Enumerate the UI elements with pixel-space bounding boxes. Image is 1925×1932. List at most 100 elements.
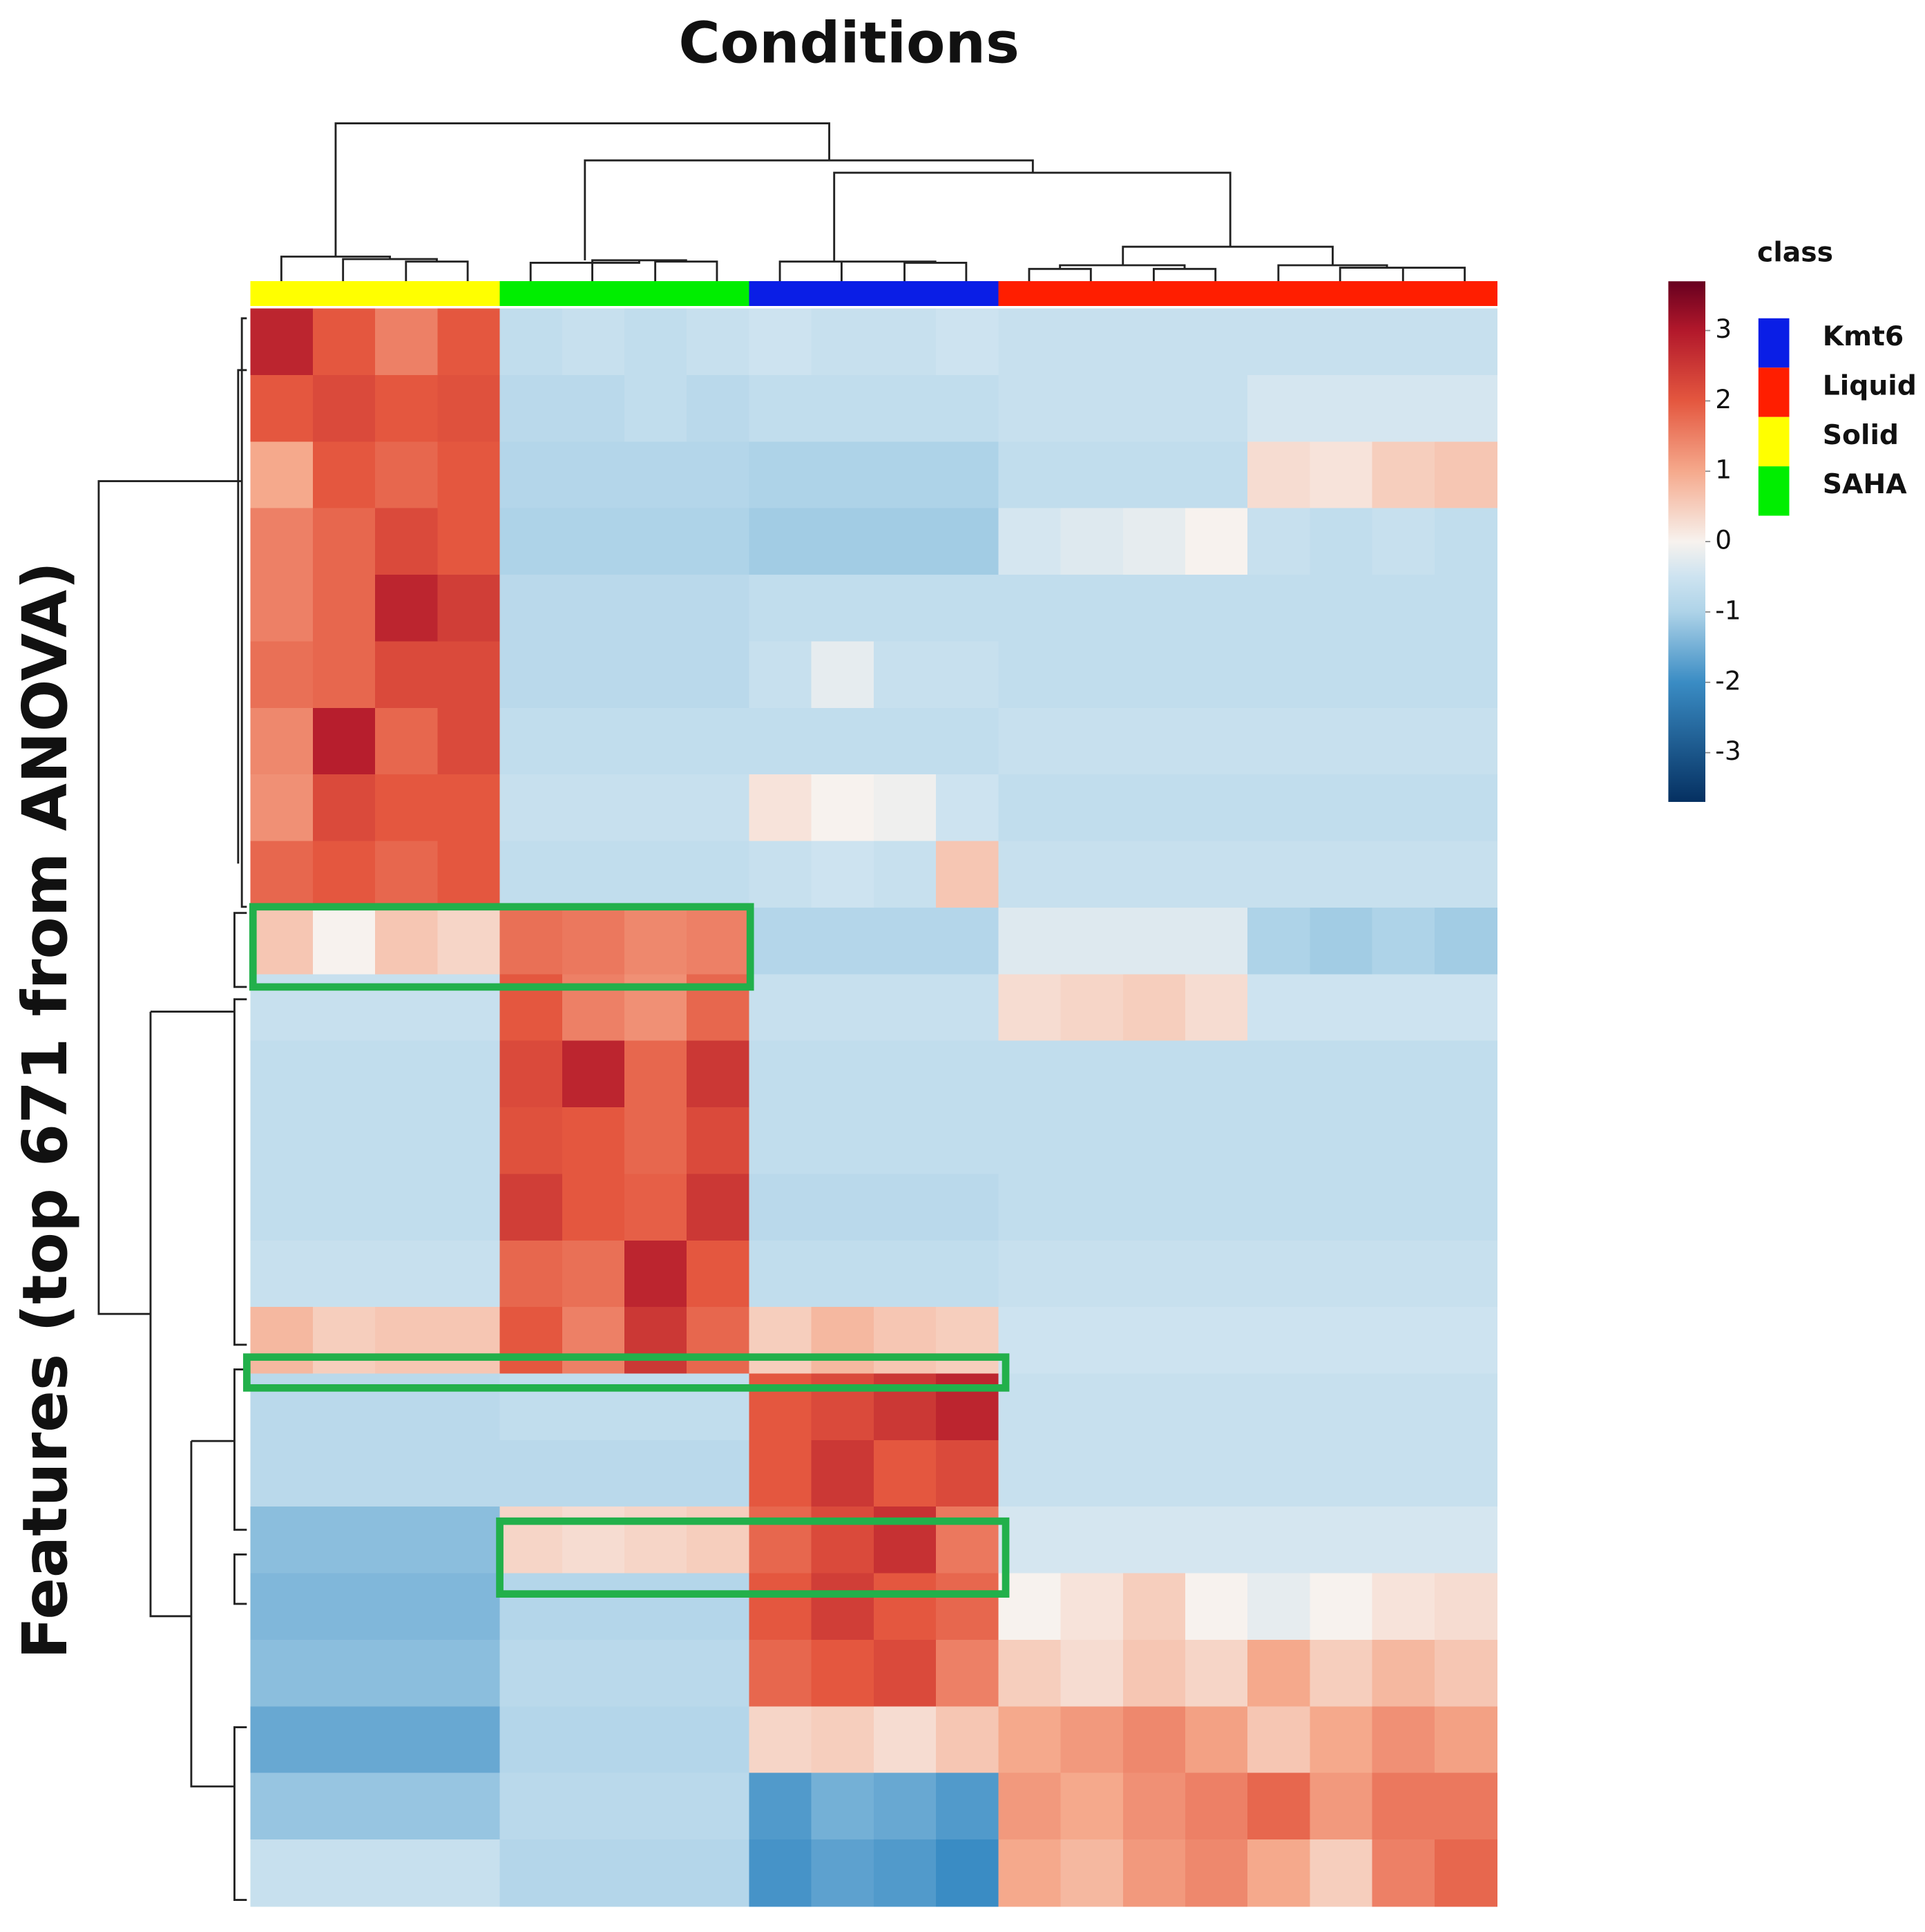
heat-cell [1185, 441, 1249, 509]
heat-cell [1122, 907, 1186, 975]
heat-cell [1434, 774, 1497, 842]
heat-cell [811, 1107, 874, 1175]
heat-cell [811, 974, 874, 1042]
heat-cell [873, 1107, 937, 1175]
heat-cell [1185, 1373, 1249, 1441]
heat-cell [936, 1307, 999, 1375]
heat-cell [873, 374, 937, 443]
heat-cell [250, 1507, 314, 1574]
heat-cell [1310, 1440, 1373, 1508]
heat-cell [1247, 1307, 1311, 1375]
heat-cell [1372, 641, 1435, 709]
heat-cell [312, 1772, 376, 1841]
class-bar [375, 281, 439, 306]
heat-cell [499, 1373, 563, 1441]
heat-cell [1060, 1639, 1124, 1708]
heat-cell [437, 1440, 501, 1508]
heat-cell [1247, 441, 1311, 509]
heat-cell [998, 907, 1062, 975]
heat-cell [936, 1373, 999, 1441]
heat-cell [1122, 1040, 1186, 1108]
heat-cell [312, 1373, 376, 1441]
heat-cell [998, 1240, 1062, 1308]
heat-cell [998, 1174, 1062, 1241]
heat-cell [873, 907, 937, 975]
heat-cell [811, 907, 874, 975]
heat-cell [1310, 374, 1373, 443]
heat-cell [312, 841, 376, 908]
colorbar-tick-label: 2 [1715, 384, 1732, 414]
class-bar [687, 281, 750, 306]
heat-cell [749, 707, 812, 776]
heat-cell [687, 1573, 750, 1641]
heat-cell [1247, 641, 1311, 709]
heat-cell [1310, 1507, 1373, 1574]
heat-cell [749, 1240, 812, 1308]
heat-cell [1185, 774, 1249, 842]
heat-cell [1122, 1639, 1186, 1708]
heat-cell [1122, 508, 1186, 575]
heat-cell [1060, 1107, 1124, 1175]
heat-cell [998, 1639, 1062, 1708]
heat-cell [1060, 508, 1124, 575]
heat-cell [687, 707, 750, 776]
heat-cell [375, 1040, 439, 1108]
class-bar [437, 281, 501, 306]
heat-cell [1060, 707, 1124, 776]
heat-cell [749, 1772, 812, 1841]
heat-cell [1247, 1040, 1311, 1108]
heat-cell [936, 1573, 999, 1641]
class-bar [312, 281, 376, 306]
heat-cell [1434, 1839, 1497, 1907]
heat-cell [250, 308, 314, 376]
heat-cell [811, 1839, 874, 1907]
heat-cell [873, 1240, 937, 1308]
heat-cell [936, 1772, 999, 1841]
heat-cell [1060, 441, 1124, 509]
y-axis-label: Features (top 671 from ANOVA) [10, 562, 82, 1659]
heat-cell [1434, 974, 1497, 1042]
heat-cell [1247, 1573, 1311, 1641]
heat-cell [1247, 308, 1311, 376]
heat-cell [998, 374, 1062, 443]
heat-cell [437, 1573, 501, 1641]
heat-cell [998, 1440, 1062, 1508]
heat-cell [499, 1107, 563, 1175]
heat-cell [749, 1573, 812, 1641]
heat-cell [312, 441, 376, 509]
heat-cell [1372, 1839, 1435, 1907]
legend-title: class [1757, 237, 1833, 268]
colorbar-tick-label: 1 [1715, 455, 1732, 485]
heat-cell [1372, 1307, 1435, 1375]
heat-cell [749, 907, 812, 975]
heat-cell [499, 1440, 563, 1508]
heat-cell [1185, 1839, 1249, 1907]
heat-cell [873, 1307, 937, 1375]
heat-cell [375, 774, 439, 842]
heat-cell [1310, 1639, 1373, 1708]
heat-cell [873, 1573, 937, 1641]
heat-cell [749, 441, 812, 509]
heat-cell [624, 1174, 688, 1241]
heat-cell [562, 374, 625, 443]
heat-cell [312, 374, 376, 443]
heat-cell [562, 641, 625, 709]
heat-cell [1310, 441, 1373, 509]
heat-cell [749, 774, 812, 842]
heat-cell [811, 1706, 874, 1774]
heat-cell [375, 1706, 439, 1774]
heat-cell [437, 1373, 501, 1441]
heat-cell [624, 374, 688, 443]
heat-cell [624, 1839, 688, 1907]
heat-cell [312, 1174, 376, 1241]
heat-cell [250, 1639, 314, 1708]
heat-cell [749, 308, 812, 376]
heat-cell [499, 1573, 563, 1641]
heat-cell [811, 707, 874, 776]
heat-cell [998, 641, 1062, 709]
heat-cell [873, 1639, 937, 1708]
heat-cell [1372, 1240, 1435, 1308]
heat-cell [873, 441, 937, 509]
heat-cell [437, 1639, 501, 1708]
heat-cell [749, 1639, 812, 1708]
